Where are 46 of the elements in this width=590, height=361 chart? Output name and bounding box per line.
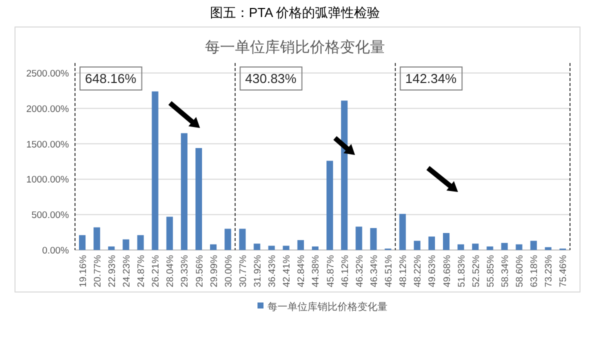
annotation: 648.16% [85, 71, 137, 86]
x-tick-label: 24.23% [121, 254, 132, 288]
x-tick-label: 46.32% [354, 254, 366, 288]
x-tick-label: 75.46% [558, 254, 570, 288]
x-tick-label: 36.43% [267, 254, 278, 288]
x-tick-label: 30.77% [238, 254, 249, 288]
x-tick-label: 49.63% [427, 254, 438, 288]
legend: 每一单位库销比价格变化量 [258, 302, 388, 313]
x-tick-label: 63.18% [529, 254, 540, 288]
y-tick-label: 500.00% [31, 210, 70, 222]
x-tick-label: 44.38% [310, 254, 322, 288]
x-tick-label: 49.68% [442, 254, 453, 288]
annotation: 430.83% [245, 71, 297, 86]
x-tick-label: 55.85% [485, 254, 496, 288]
x-tick-label: 46.34% [368, 254, 380, 288]
x-tick-label: 48.22% [412, 254, 424, 288]
y-tick-label: 2500.00% [26, 68, 70, 80]
chart-title: 图五：PTA 价格的弧弹性检验 [210, 5, 380, 20]
annotation: 142.34% [405, 71, 458, 86]
x-tick-label: 46.12% [340, 254, 351, 288]
x-tick-label: 24.87% [136, 254, 148, 288]
y-tick-label: 2000.00% [26, 104, 70, 115]
x-tick-label: 58.60% [514, 254, 526, 288]
x-tick-label: 51.83% [456, 254, 468, 288]
x-tick-label: 45.87% [325, 254, 336, 288]
x-tick-label: 30.00% [223, 254, 234, 288]
y-tick-label: 0.00% [42, 246, 70, 256]
x-tick-label: 31.92% [252, 254, 264, 288]
x-tick-label: 26.21% [150, 254, 162, 288]
x-tick-label: 19.16% [78, 254, 89, 288]
x-tick-label: 29.56% [194, 254, 206, 288]
x-tick-label: 42.41% [282, 254, 293, 288]
x-tick-label: 22.93% [106, 254, 118, 288]
x-tick-label: 20.77% [92, 254, 104, 288]
x-tick-label: 29.33% [180, 254, 191, 288]
x-tick-label: 48.12% [398, 254, 410, 288]
chart-subtitle: 每一单位库销比价格变化量 [205, 39, 385, 56]
x-tick-label: 42.84% [296, 254, 308, 288]
x-tick-label: 58.34% [500, 254, 511, 288]
y-tick-label: 1000.00% [26, 174, 70, 186]
x-tick-label: 46.51% [384, 254, 395, 288]
x-tick-label: 28.04% [165, 254, 176, 288]
x-tick-label: 73.23% [544, 254, 555, 288]
x-tick-label: 29.99% [208, 254, 220, 288]
x-tick-label: 52.52% [470, 254, 482, 288]
y-tick-label: 1500.00% [26, 139, 70, 150]
